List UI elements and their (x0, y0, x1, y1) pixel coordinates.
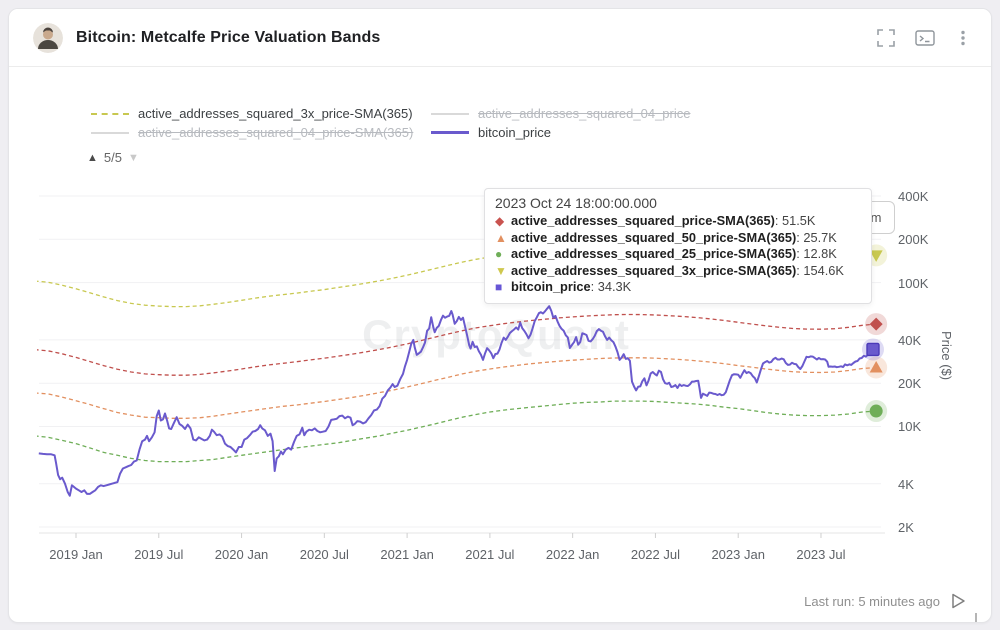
y-axis-tick-label: 400K (898, 189, 929, 204)
tooltip-timestamp: 2023 Oct 24 18:00:00.000 (495, 195, 657, 211)
console-icon[interactable] (915, 29, 935, 47)
legend-swatch (91, 131, 129, 134)
legend-item-active_addresses_squared_04_price[interactable]: active_addresses_squared_04_price (431, 106, 690, 121)
x-axis-tick-label: 2021 Jul (465, 547, 515, 562)
triangle-down-marker-active_addresses_squared_3x_price-SMA(365) (869, 250, 883, 262)
circle-marker-active_addresses_squared_25_price-SMA(365) (869, 404, 883, 418)
tooltip-row-active_addresses_squared_25_price-SMA(365): ● active_addresses_squared_25_price-SMA(3… (495, 246, 837, 262)
legend-item-active_addresses_squared_04_price-SMA(365)[interactable]: active_addresses_squared_04_price-SMA(36… (91, 125, 413, 140)
chart-plot-area[interactable]: CryptoQuant (9, 9, 991, 622)
y-axis-tick-label: 20K (898, 376, 922, 392)
legend-item-label: active_addresses_squared_04_price-SMA(36… (138, 125, 414, 140)
triangle-up-marker-active_addresses_squared_50_price-SMA(365) (869, 360, 883, 373)
legend-column-1: active_addresses_squared_3x_price-SMA(36… (91, 106, 413, 140)
fullscreen-icon[interactable] (877, 28, 895, 47)
kebab-menu-icon[interactable] (955, 29, 971, 47)
y-axis-tick-label: 200K (898, 232, 929, 248)
y-axis-tick-label: 2K (898, 520, 914, 535)
legend-item-label: active_addresses_squared_3x_price-SMA(36… (138, 106, 413, 121)
legend-item-bitcoin_price[interactable]: bitcoin_price (431, 125, 690, 140)
tooltip-row-active_addresses_squared_price-SMA(365): ◆ active_addresses_squared_price-SMA(365)… (495, 213, 816, 228)
x-axis-tick-label: 2020 Jul (299, 547, 349, 562)
x-axis-tick-label: 2022 Jan (545, 547, 600, 562)
header-actions (877, 28, 971, 47)
legend-item-label: bitcoin_price (478, 125, 551, 140)
last-run-label: Last run: 5 minutes ago (804, 593, 940, 609)
y-axis-tick-label: 4K (898, 476, 914, 492)
chart-panel: CryptoQuant active_addresses_squared_3x_… (9, 67, 991, 622)
y-axis-tick-label: 40K (898, 332, 922, 348)
legend-pager: ▲ 5/5 ▼ (87, 150, 139, 165)
widget-header: Bitcoin: Metcalfe Price Valuation Bands (9, 9, 991, 67)
series-active_addresses_squared_25_price-SMA(365) (37, 400, 877, 463)
avatar-photo (33, 22, 63, 53)
legend-pager-down-icon[interactable]: ▼ (127, 151, 139, 164)
tooltip-row-bitcoin_price: ■ bitcoin_price: 34.3K (495, 279, 632, 295)
triangle-up-icon: ▲ (495, 230, 507, 245)
legend-swatch (431, 112, 469, 115)
legend-item-active_addresses_squared_3x_price-SMA(365)[interactable]: active_addresses_squared_3x_price-SMA(36… (91, 106, 413, 121)
tooltip-row-active_addresses_squared_3x_price-SMA(365): ▼ active_addresses_squared_3x_price-SMA(3… (495, 262, 844, 278)
footer: Last run: 5 minutes ago (804, 592, 967, 610)
square-icon: ■ (495, 280, 503, 295)
circle-icon: ● (495, 247, 503, 262)
series-active_addresses_squared_price-SMA(365) (37, 313, 877, 376)
chart-tooltip: 2023 Oct 24 18:00:00.000 ◆ active_address… (484, 188, 872, 304)
x-axis-tick-label: 2023 Jan (711, 547, 765, 562)
y-axis-tick-label: 100K (898, 275, 929, 291)
triangle-down-icon: ▼ (495, 263, 507, 278)
y-axis-tick-label: 10K (898, 419, 922, 435)
x-axis-tick-label: 2019 Jan (49, 547, 103, 562)
series-bitcoin_price (38, 305, 874, 497)
chart-widget-card: Bitcoin: Metcalfe Price Valuation Bands (8, 8, 992, 623)
x-axis-tick-label: 2023 Jul (796, 547, 846, 562)
legend-item-label: active_addresses_squared_04_price (478, 106, 691, 121)
watermark: CryptoQuant (362, 311, 630, 358)
legend-pager-label: 5/5 (103, 150, 122, 165)
page-title: Bitcoin: Metcalfe Price Valuation Bands (76, 28, 381, 46)
tooltip-rows: ◆ active_addresses_squared_price-SMA(365)… (495, 213, 861, 296)
avatar[interactable] (33, 22, 63, 53)
x-axis-tick-label: 2019 Jul (134, 547, 184, 562)
diamond-icon: ◆ (495, 214, 505, 228)
tooltip-row-active_addresses_squared_50_price-SMA(365): ▲ active_addresses_squared_50_price-SMA(3… (495, 229, 837, 245)
x-axis-tick-label: 2021 Jan (380, 547, 434, 562)
x-axis-tick-label: 2022 Jul (630, 547, 680, 562)
legend-pager-up-icon[interactable]: ▲ (87, 151, 98, 164)
square-marker-bitcoin_price (866, 342, 880, 357)
diamond-marker-active_addresses_squared_price-SMA(365) (869, 317, 883, 331)
series-active_addresses_squared_50_price-SMA(365) (37, 357, 877, 419)
x-axis-tick-label: 2020 Jan (214, 547, 269, 562)
y-axis-title: Price ($) (939, 331, 954, 381)
run-play-icon[interactable] (950, 592, 967, 610)
resize-handle-icon[interactable] (966, 613, 977, 622)
legend-swatch (91, 112, 129, 115)
legend-swatch (431, 131, 469, 134)
